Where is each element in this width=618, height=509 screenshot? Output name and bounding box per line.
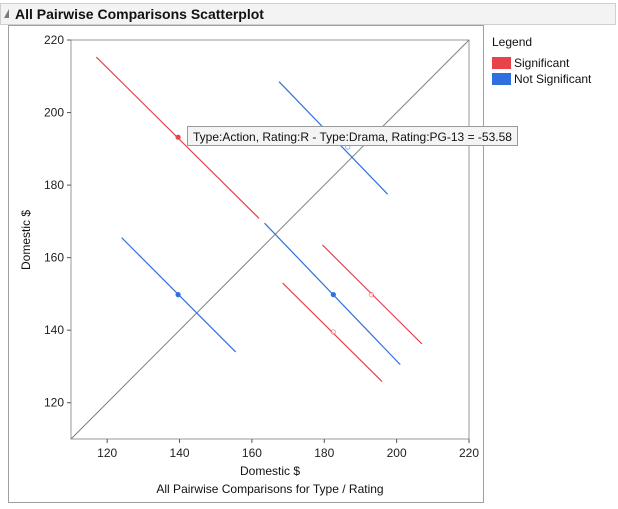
comparison-point-not-significant [330, 292, 336, 298]
x-tick-label: 200 [387, 446, 407, 460]
legend-label-significant: Significant [514, 56, 570, 70]
y-tick-label: 140 [44, 323, 64, 337]
comparison-point-significant [330, 329, 336, 335]
x-axis-caption: All Pairwise Comparisons for Type / Rati… [156, 482, 383, 496]
disclosure-triangle-icon[interactable] [4, 9, 9, 18]
y-tick-label: 120 [44, 396, 64, 410]
outline-header[interactable]: All Pairwise Comparisons Scatterplot [0, 3, 616, 25]
legend-label-not-significant: Not Significant [514, 72, 592, 86]
x-tick-label: 180 [314, 446, 334, 460]
outline-title: All Pairwise Comparisons Scatterplot [15, 6, 264, 22]
hover-tooltip: Type:Action, Rating:R - Type:Drama, Rati… [187, 126, 518, 146]
x-tick-label: 160 [242, 446, 262, 460]
legend-title: Legend [492, 35, 533, 49]
y-tick-label: 160 [44, 251, 64, 265]
legend-swatch-not-significant [492, 73, 511, 85]
comparison-point-not-significant [175, 292, 181, 298]
x-axis-title: Domestic $ [240, 464, 300, 478]
x-tick-label: 220 [459, 446, 479, 460]
diagonal-reference-line [70, 39, 470, 440]
comparison-point-significant [368, 292, 374, 298]
x-tick-label: 120 [97, 446, 117, 460]
comparison-point-significant [175, 134, 181, 140]
marks [70, 39, 470, 440]
plot-area [70, 39, 470, 440]
y-tick-label: 200 [44, 106, 64, 120]
y-tick-label: 180 [44, 178, 64, 192]
axes: 120 140 160 180 200 220 120 140 160 180 200 220 [44, 33, 479, 460]
y-axis-title: Domestic $ [19, 210, 33, 270]
x-tick-label: 140 [170, 446, 190, 460]
y-tick-label: 220 [44, 33, 64, 47]
legend-swatch-significant [492, 57, 511, 69]
